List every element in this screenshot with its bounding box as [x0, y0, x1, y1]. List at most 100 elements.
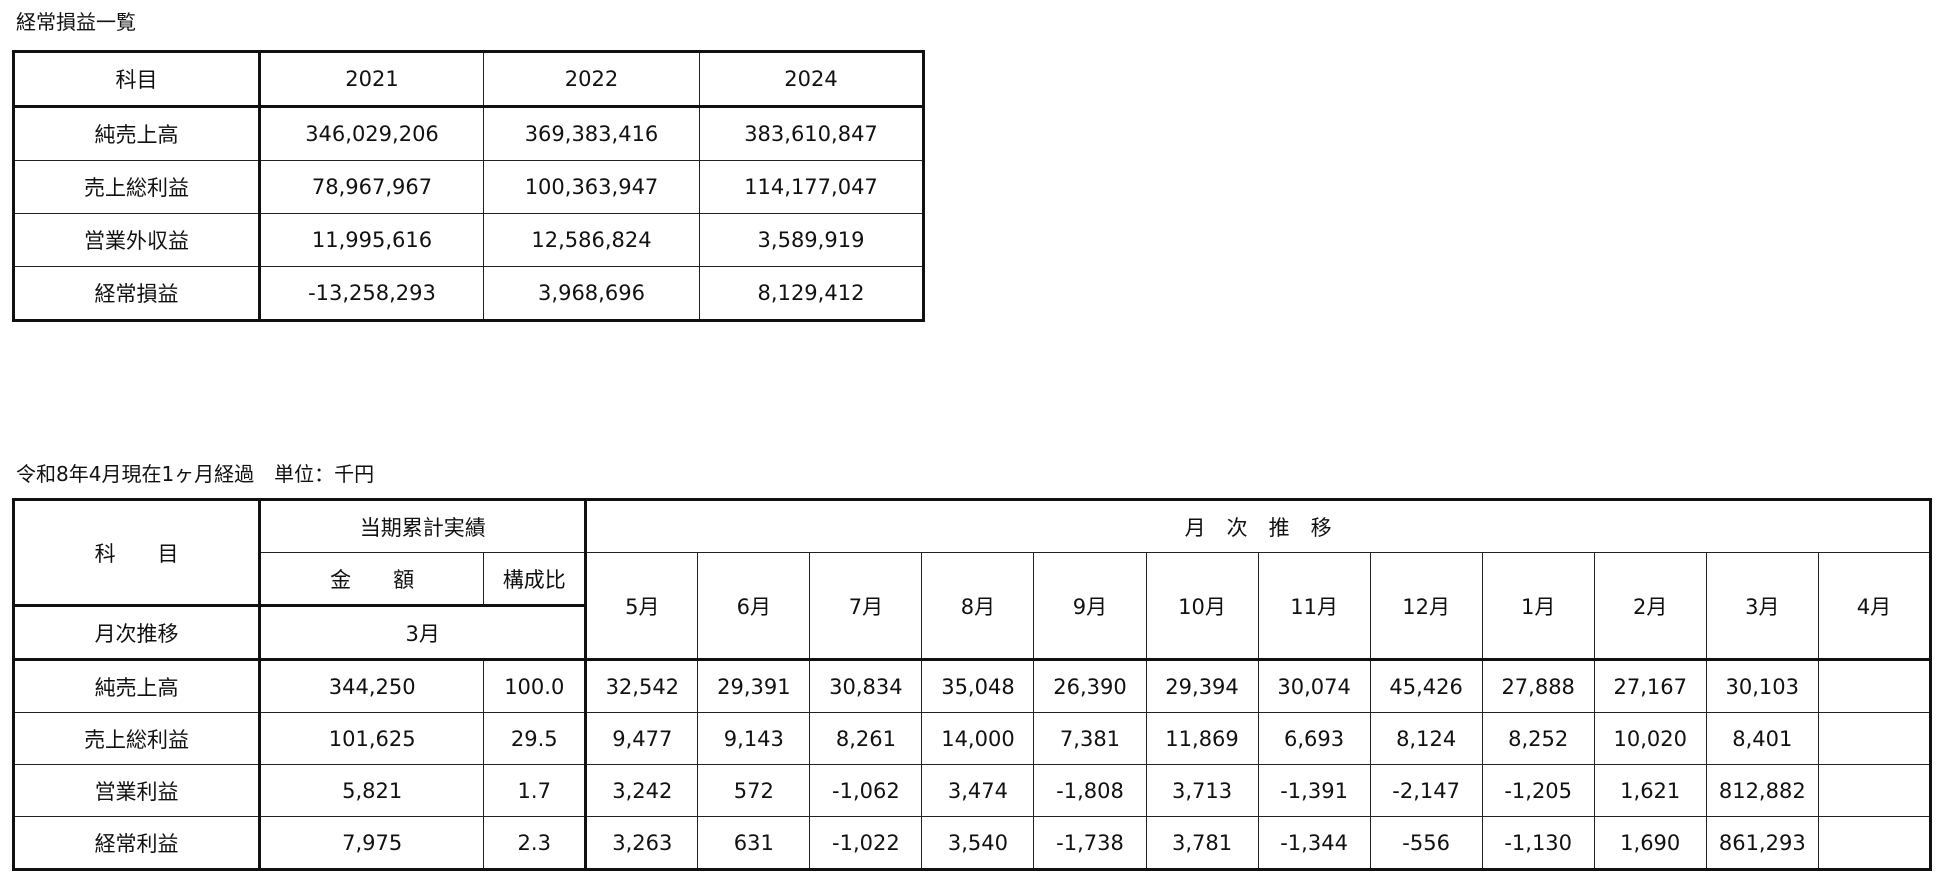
table-row: 経常損益 -13,258,293 3,968,696 8,129,412 — [13, 266, 924, 321]
subject-header: 科 目 — [12, 499, 262, 606]
table-row: 純売上高 344,250 100.0 32,542 29,391 30,834 … — [12, 659, 1932, 713]
trend-header: 月 次 推 移 — [585, 499, 1931, 553]
month-cell: 8,124 — [1369, 712, 1483, 765]
table-cell: 78,967,967 — [259, 160, 484, 214]
month-header: 5月 — [585, 552, 699, 661]
month-header: 10月 — [1145, 552, 1259, 661]
month-cell: -1,205 — [1481, 764, 1595, 817]
header-year-2024: 2024 — [699, 51, 924, 108]
table-row: 純売上高 346,029,206 369,383,416 383,610,847 — [13, 106, 924, 161]
ratio-cell: 29.5 — [483, 712, 588, 765]
table-row: 経常利益 7,975 2.3 3,263 631 -1,022 3,540 -1… — [12, 816, 1932, 870]
month-cell: -1,062 — [809, 764, 923, 817]
current-month: 3月 — [259, 604, 588, 661]
month-header: 2月 — [1593, 552, 1707, 661]
amount-cell: 5,821 — [259, 764, 485, 817]
month-cell: -1,344 — [1257, 816, 1371, 870]
month-cell: 3,474 — [921, 764, 1035, 817]
month-cell: 9,477 — [585, 712, 699, 765]
cumulative-header: 当期累計実績 — [259, 499, 588, 553]
month-cell: 9,143 — [697, 712, 811, 765]
row-label: 経常利益 — [12, 816, 262, 870]
summary-header-row: 科目 2021 2022 2024 — [13, 51, 924, 108]
month-cell: 32,542 — [585, 659, 699, 713]
month-cell: 3,263 — [585, 816, 699, 870]
row-label: 純売上高 — [12, 659, 262, 713]
table-cell: 8,129,412 — [699, 266, 924, 321]
month-cell — [1817, 816, 1932, 870]
month-header: 6月 — [697, 552, 811, 661]
month-cell: -556 — [1369, 816, 1483, 870]
summary-table: 科目 2021 2022 2024 純売上高 346,029,206 369,3… — [12, 50, 925, 322]
row-label: 純売上高 — [13, 106, 261, 161]
table-cell: 12,586,824 — [483, 213, 700, 267]
month-cell: 3,242 — [585, 764, 699, 817]
amount-cell: 7,975 — [259, 816, 485, 870]
month-cell: -1,391 — [1257, 764, 1371, 817]
month-cell: 30,074 — [1257, 659, 1371, 713]
row-label: 営業外収益 — [13, 213, 261, 267]
monthly-header-row-2: 金 額 構成比 5月 6月 7月 8月 9月 10月 11月 12月 1月 2月… — [14, 552, 1932, 661]
monthly-header-row-3: 月次推移 3月 — [12, 604, 1931, 661]
month-cell: 861,293 — [1705, 816, 1819, 870]
row-label: 経常損益 — [13, 266, 261, 321]
month-cell: 29,391 — [697, 659, 811, 713]
month-header: 4月 — [1817, 552, 1932, 661]
monthly-table: 科 目 当期累計実績 月 次 推 移 金 額 構成比 5月 6月 7月 8月 9… — [12, 498, 1932, 871]
header-year-2022: 2022 — [483, 51, 700, 108]
ratio-header: 構成比 — [483, 552, 588, 606]
table-cell: 114,177,047 — [699, 160, 924, 214]
ratio-cell: 100.0 — [483, 659, 588, 713]
month-cell: 27,167 — [1593, 659, 1707, 713]
month-cell: 11,869 — [1145, 712, 1259, 765]
monthly-title: 令和8年4月現在1ヶ月経過 単位：千円 — [16, 462, 375, 486]
table-cell: 3,589,919 — [699, 213, 924, 267]
month-cell: 35,048 — [921, 659, 1035, 713]
month-cell: 10,020 — [1593, 712, 1707, 765]
month-cell — [1817, 659, 1932, 713]
month-cell: -1,738 — [1033, 816, 1147, 870]
row-label: 営業利益 — [12, 764, 262, 817]
month-cell: 8,261 — [809, 712, 923, 765]
table-cell: 3,968,696 — [483, 266, 700, 321]
month-cell: 3,713 — [1145, 764, 1259, 817]
month-header: 7月 — [809, 552, 923, 661]
table-cell: 383,610,847 — [699, 106, 924, 161]
ratio-cell: 2.3 — [483, 816, 588, 870]
month-cell: 1,621 — [1593, 764, 1707, 817]
amount-cell: 344,250 — [259, 659, 485, 713]
table-cell: 346,029,206 — [259, 106, 484, 161]
month-header: 11月 — [1257, 552, 1371, 661]
month-cell: -1,130 — [1481, 816, 1595, 870]
month-cell: 572 — [697, 764, 811, 817]
month-cell: 6,693 — [1257, 712, 1371, 765]
monthly-header-row-1: 科 目 当期累計実績 月 次 推 移 — [12, 499, 1931, 606]
table-row: 営業外収益 11,995,616 12,586,824 3,589,919 — [13, 213, 924, 267]
table-cell: -13,258,293 — [259, 266, 484, 321]
month-cell: 1,690 — [1593, 816, 1707, 870]
header-subject: 科目 — [13, 51, 261, 108]
month-cell: 7,381 — [1033, 712, 1147, 765]
ratio-cell: 1.7 — [483, 764, 588, 817]
month-header: 3月 — [1705, 552, 1819, 661]
month-header: 1月 — [1481, 552, 1595, 661]
row-label: 売上総利益 — [13, 160, 261, 214]
amount-cell: 101,625 — [259, 712, 485, 765]
month-cell: -2,147 — [1369, 764, 1483, 817]
month-cell: 30,834 — [809, 659, 923, 713]
table-cell: 100,363,947 — [483, 160, 700, 214]
month-cell: -1,022 — [809, 816, 923, 870]
month-cell — [1817, 712, 1932, 765]
month-cell: 45,426 — [1369, 659, 1483, 713]
month-cell — [1817, 764, 1932, 817]
month-header: 8月 — [921, 552, 1035, 661]
month-header: 12月 — [1369, 552, 1483, 661]
month-trend-label: 月次推移 — [12, 604, 262, 661]
month-cell: 3,540 — [921, 816, 1035, 870]
month-cell: 29,394 — [1145, 659, 1259, 713]
header-year-2021: 2021 — [259, 51, 484, 108]
table-row: 売上総利益 101,625 29.5 9,477 9,143 8,261 14,… — [12, 712, 1932, 765]
month-cell: 8,252 — [1481, 712, 1595, 765]
month-cell: 631 — [697, 816, 811, 870]
month-cell: 26,390 — [1033, 659, 1147, 713]
